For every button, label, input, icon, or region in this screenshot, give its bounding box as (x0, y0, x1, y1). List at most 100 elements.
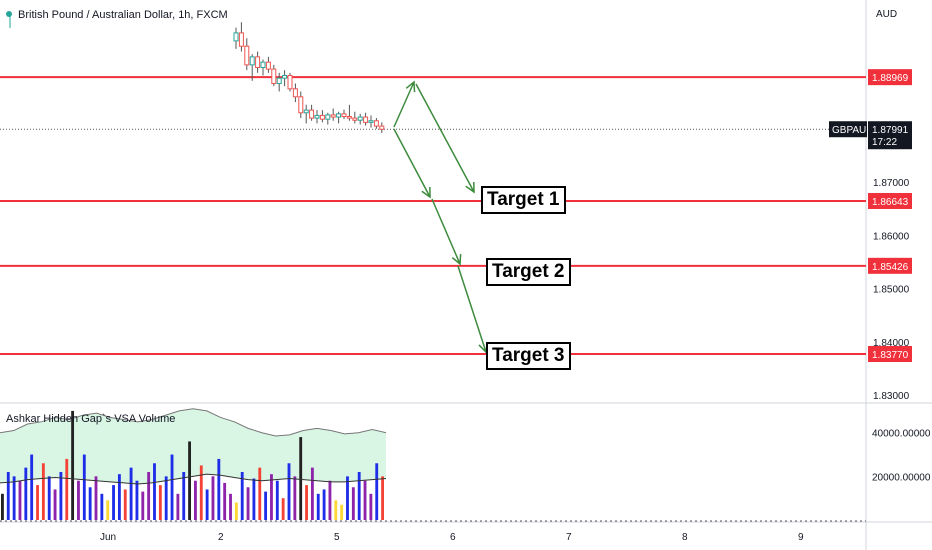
time-tick-label: 2 (218, 532, 224, 543)
volume-bar (211, 476, 215, 520)
target-2-label[interactable]: Target 2 (486, 258, 571, 286)
volume-bar (36, 485, 39, 520)
volume-bar (217, 458, 221, 520)
volume-bar (182, 472, 186, 520)
volume-bar (363, 480, 367, 520)
candle-body (336, 113, 342, 118)
volume-bar (106, 500, 110, 520)
price-axis[interactable]: 1.87000 1.86000 1.85000 1.84000 1.83000 1.889… (829, 69, 912, 402)
volume-bar (316, 493, 320, 520)
time-axis[interactable]: Jun 2 5 6 7 8 9 (100, 532, 804, 543)
indicator-title: Ashkar Hidden Gap`s VSA Volume (6, 413, 176, 425)
volume-bars (0, 410, 387, 520)
volume-bar (82, 454, 86, 520)
symbol-tag: GBPAUD (832, 125, 874, 136)
arrow-segment (393, 128, 431, 198)
candle-body (373, 120, 379, 127)
volume-bar (357, 472, 361, 520)
volume-bar (88, 487, 92, 520)
arrow-segment (431, 198, 461, 265)
volume-bar (252, 478, 256, 520)
candle-body (379, 125, 385, 130)
candle-body (314, 114, 320, 119)
volume-bar (135, 480, 139, 520)
price-tick-label: 1.87000 (873, 178, 910, 189)
price-tick-label: 1.83000 (873, 391, 910, 402)
arrowhead-icon (421, 186, 431, 199)
candle-body (363, 116, 369, 123)
candle-body (368, 120, 374, 123)
level-price-badge (868, 193, 912, 210)
level-price-label: 1.83770 (872, 350, 909, 361)
level-price-badge (868, 345, 912, 362)
arrowhead-icon (465, 181, 475, 194)
volume-bar (299, 437, 303, 520)
volume-bar (346, 476, 349, 520)
volume-bar (322, 489, 326, 520)
level-price-badge (868, 69, 912, 86)
volume-bar (188, 441, 191, 520)
level-price-badge (868, 257, 912, 274)
volume-tick-label: 40000.00000 (872, 429, 931, 440)
time-tick-label: 8 (682, 532, 688, 543)
volume-bar (310, 467, 314, 520)
candle-body (352, 117, 358, 121)
arrow-segment (393, 81, 415, 128)
symbol-badge (829, 121, 867, 138)
candle-body (325, 114, 331, 120)
candle-body (303, 109, 309, 114)
chart-title: British Pound / Australian Dollar, 1h, F… (6, 9, 228, 21)
volume-bar (53, 489, 57, 520)
volume-bar (94, 476, 98, 520)
volume-bar (12, 476, 16, 520)
volume-bar (129, 467, 133, 520)
projection-arrows[interactable] (393, 80, 489, 354)
volume-bar (71, 410, 75, 520)
volume-bar (264, 491, 268, 520)
candle-body (238, 32, 244, 47)
target-1-label[interactable]: Target 1 (481, 186, 566, 214)
candle-body (357, 116, 363, 121)
volume-bar (147, 472, 151, 520)
volume-bar (351, 487, 355, 520)
time-tick-label: 6 (450, 532, 456, 543)
arrowhead-icon (451, 253, 462, 266)
volume-bar (77, 480, 80, 520)
time-tick-label: 5 (334, 532, 340, 543)
candle-body (233, 32, 239, 42)
candle-body (282, 75, 288, 79)
time-tick-label: Jun (100, 532, 116, 543)
volume-bar (158, 485, 162, 520)
volume-bar (41, 463, 45, 520)
level-price-label: 1.86643 (872, 197, 909, 208)
candle-body (255, 56, 261, 69)
target-3-label[interactable]: Target 3 (486, 342, 571, 370)
volume-bar (234, 502, 238, 520)
candle-body (287, 75, 293, 90)
volume-bar (293, 476, 297, 520)
arrow-segment (457, 265, 487, 353)
candle-body (330, 114, 336, 118)
volume-bar (369, 493, 373, 520)
candle-body (319, 114, 325, 120)
volume-bar (246, 487, 250, 520)
volume-bar (375, 463, 379, 520)
volume-bar (287, 463, 291, 520)
volume-cloud-line (0, 408, 387, 437)
volume-bar (153, 463, 156, 520)
candle-body (249, 56, 255, 66)
arrowhead-icon (405, 80, 416, 93)
candle-body (309, 109, 315, 119)
volume-bar (328, 480, 332, 520)
volume-bar (199, 465, 203, 520)
volume-bar (170, 454, 174, 520)
candle-body (271, 68, 277, 84)
volume-bar (223, 482, 227, 520)
horizontal-levels[interactable] (0, 76, 866, 355)
volume-bar (30, 454, 34, 520)
volume-bar (164, 476, 168, 520)
arrow-segment (415, 83, 475, 193)
volume-bar (59, 472, 63, 520)
